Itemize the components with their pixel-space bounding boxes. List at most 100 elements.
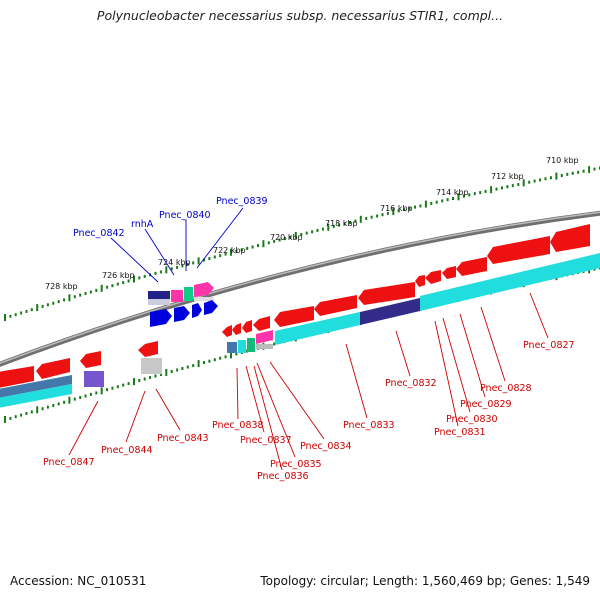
minor-tick	[30, 410, 33, 414]
gene-label-pnec-0840[interactable]: Pnec_0840	[159, 210, 211, 221]
minor-tick	[84, 394, 87, 398]
major-tick	[36, 406, 39, 414]
gene-label-pnec-0843[interactable]: Pnec_0843	[157, 433, 209, 444]
gene-gray-mid[interactable]	[141, 358, 162, 374]
gene-label-pnec-0828[interactable]: Pnec_0828	[480, 383, 532, 394]
gene-pnec-0827[interactable]	[550, 224, 590, 252]
forward-genes	[148, 282, 218, 327]
major-tick	[588, 166, 591, 174]
minor-tick	[208, 359, 211, 363]
gene-cyan-band-right[interactable]	[420, 253, 600, 311]
gene-pnec-0843[interactable]	[138, 341, 158, 357]
gene-pnec-0836[interactable]	[253, 316, 270, 331]
gene-label-rnha[interactable]: rnhA	[131, 219, 154, 230]
minor-tick	[484, 189, 487, 193]
gene-label-pnec-0837[interactable]: Pnec_0837	[240, 435, 292, 446]
gene-blue-3[interactable]	[192, 303, 202, 318]
minor-tick	[593, 167, 596, 171]
gene-pnec-0844[interactable]	[80, 351, 101, 368]
gene-steel-small[interactable]	[227, 342, 237, 353]
minor-tick	[127, 382, 130, 386]
gene-pnec-0835[interactable]	[274, 306, 314, 327]
scale-label: 724 kbp	[158, 258, 191, 267]
minor-tick	[159, 373, 162, 376]
major-tick	[555, 172, 558, 180]
gene-pnec-0847[interactable]	[0, 366, 34, 388]
minor-tick	[414, 205, 416, 209]
gene-red-left-1[interactable]	[36, 358, 70, 379]
minor-tick	[577, 170, 580, 174]
minor-tick	[63, 400, 66, 404]
minor-tick	[30, 308, 33, 312]
gene-label-pnec-0838[interactable]: Pnec_0838	[212, 420, 264, 431]
gene-label-pnec-0839[interactable]: Pnec_0839	[216, 196, 268, 207]
minor-tick	[533, 179, 536, 183]
major-tick	[424, 200, 427, 208]
gene-label-pnec-0835[interactable]: Pnec_0835	[270, 459, 322, 470]
minor-tick	[571, 171, 574, 175]
gene-label-pnec-0833[interactable]: Pnec_0833	[343, 420, 395, 431]
gene-pnec-0830[interactable]	[442, 266, 456, 279]
gene-blue-1[interactable]	[150, 309, 172, 327]
gene-label-pnec-0831[interactable]: Pnec_0831	[434, 427, 486, 438]
gene-pink-small[interactable]	[256, 330, 273, 344]
scale-label: 722 kbp	[213, 246, 246, 255]
minor-tick	[403, 208, 406, 212]
minor-tick	[305, 231, 308, 235]
gene-pnec-0834[interactable]	[314, 295, 357, 316]
minor-tick	[430, 201, 433, 205]
gene-label-pnec-0847[interactable]: Pnec_0847	[43, 457, 95, 468]
gene-pnec-0833[interactable]	[358, 282, 415, 305]
minor-tick	[186, 262, 189, 266]
gene-pnec-0837[interactable]	[242, 320, 252, 333]
gene-pnec-0842[interactable]	[148, 291, 170, 299]
gene-pnec-0829[interactable]	[456, 257, 487, 276]
gene-cyan-small[interactable]	[238, 340, 246, 353]
gene-purple[interactable]	[84, 371, 104, 387]
gene-label-pnec-0832[interactable]: Pnec_0832	[385, 378, 437, 389]
minor-tick	[154, 271, 157, 275]
gene-blue-2[interactable]	[174, 306, 190, 322]
gene-gray-small[interactable]	[256, 344, 273, 349]
gene-rnha[interactable]	[171, 290, 183, 302]
minor-tick	[338, 223, 341, 227]
gene-label-pnec-0827[interactable]: Pnec_0827	[523, 340, 575, 351]
gene-green-small[interactable]	[247, 338, 255, 352]
minor-tick	[143, 274, 146, 278]
minor-tick	[186, 365, 189, 369]
minor-tick	[300, 233, 303, 236]
gene-pnec-0832[interactable]	[415, 275, 425, 287]
gene-label-pnec-0830[interactable]: Pnec_0830	[446, 414, 498, 425]
minor-tick	[501, 186, 503, 190]
minor-tick	[343, 222, 346, 226]
gene-blue-4[interactable]	[204, 300, 218, 315]
minor-tick	[73, 295, 76, 299]
major-tick	[262, 240, 265, 248]
gene-navy-band[interactable]	[360, 298, 420, 325]
minor-tick	[566, 172, 569, 176]
minor-tick	[52, 404, 55, 407]
gene-pnec-0839[interactable]	[194, 282, 214, 297]
gene-pnec-0840[interactable]	[184, 287, 193, 301]
gene-label-pnec-0844[interactable]: Pnec_0844	[101, 445, 153, 456]
minor-tick	[528, 180, 531, 184]
gene-pnec-0828[interactable]	[487, 236, 550, 264]
gene-cyan-band-mid[interactable]	[275, 312, 360, 345]
genome-backbone	[0, 210, 600, 367]
gene-cyan-left[interactable]	[0, 384, 72, 408]
minor-tick	[321, 227, 324, 231]
gene-pnec-0838[interactable]	[232, 323, 241, 335]
minor-tick	[116, 385, 119, 389]
gene-label-pnec-0836[interactable]: Pnec_0836	[257, 471, 309, 482]
minor-tick	[143, 377, 146, 381]
gene-label-pnec-0834[interactable]: Pnec_0834	[300, 441, 352, 452]
minor-tick	[517, 183, 520, 186]
major-tick	[4, 416, 6, 423]
gene-pnec-0831[interactable]	[425, 270, 441, 284]
minor-tick	[397, 209, 400, 213]
minor-tick	[560, 174, 563, 177]
gene-label-pnec-0842[interactable]: Pnec_0842	[73, 228, 125, 239]
gene-steel-left[interactable]	[0, 375, 72, 398]
gene-red-small[interactable]	[222, 325, 232, 337]
gene-label-pnec-0829[interactable]: Pnec_0829	[460, 399, 512, 410]
